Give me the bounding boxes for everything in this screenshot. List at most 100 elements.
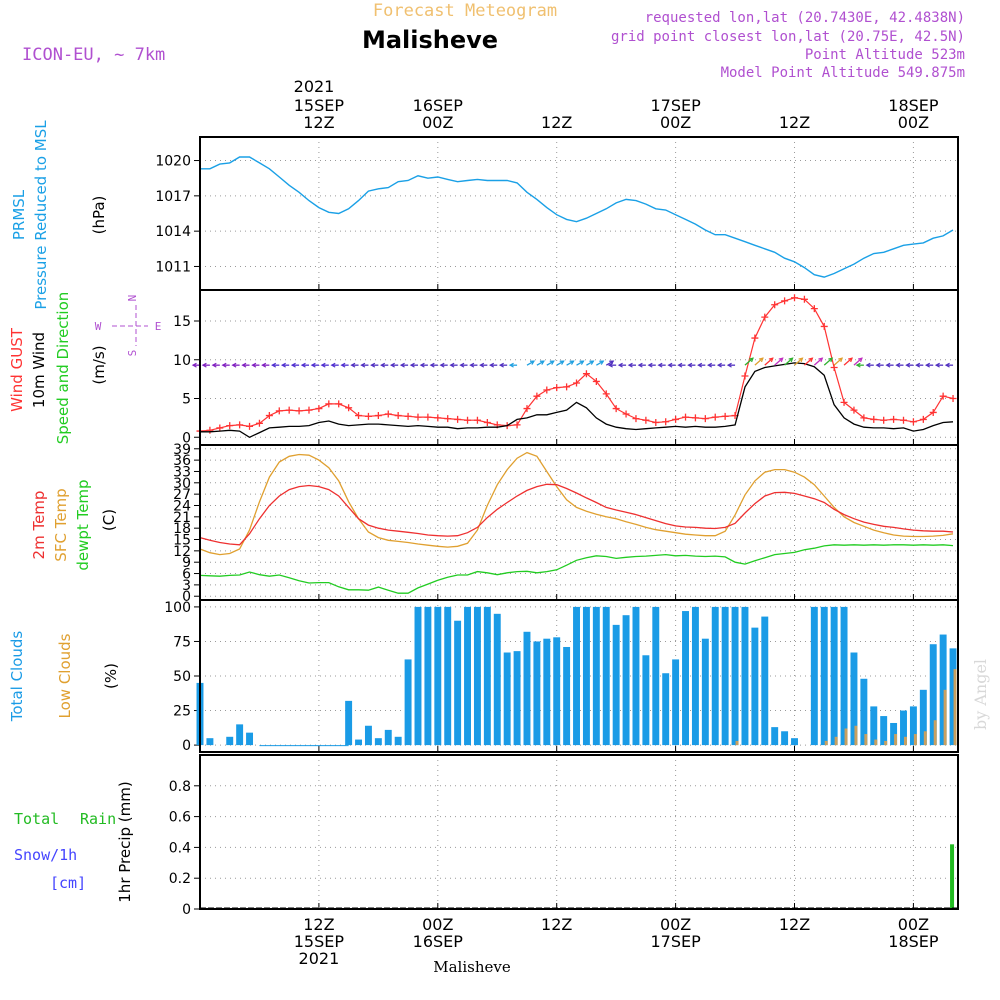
wind-label-unit: (m/s) bbox=[90, 345, 108, 384]
precip-label-cm: [cm] bbox=[50, 874, 86, 892]
total-cloud-bar bbox=[246, 732, 254, 746]
wind-arrow-head bbox=[489, 362, 495, 368]
wind-label-10m: 10m Wind bbox=[30, 332, 48, 408]
total-cloud-bar bbox=[751, 627, 759, 746]
y-tick-label: 0.6 bbox=[169, 810, 191, 826]
wind-arrow-head bbox=[469, 362, 475, 368]
y-tick-label: 27 bbox=[173, 487, 191, 503]
total-cloud-bar bbox=[374, 738, 382, 746]
gridpoint-coords: grid point closest lon,lat (20.75E, 42.5… bbox=[611, 29, 965, 45]
cloud-panel: 0 25 50 75 100 bbox=[164, 599, 959, 754]
wind-arrow-head bbox=[360, 362, 366, 368]
wind-arrow-head bbox=[399, 362, 405, 368]
wind-arrow-head bbox=[934, 362, 940, 368]
wind-arrow-head bbox=[667, 362, 673, 368]
y-tick-label: 15 bbox=[173, 533, 191, 549]
wind-arrow-head bbox=[498, 362, 504, 368]
wind-arrow-head bbox=[788, 357, 794, 363]
total-cloud-bar bbox=[870, 706, 878, 746]
y-tick-label: 6 bbox=[182, 567, 191, 583]
cloud-label-unit: (%) bbox=[102, 663, 120, 689]
total-cloud-bar bbox=[236, 724, 244, 746]
wind-arrow-head bbox=[300, 362, 306, 368]
wind-arrow bbox=[794, 357, 803, 366]
wind-arrow-head bbox=[579, 360, 585, 365]
total-cloud-bar bbox=[414, 606, 422, 746]
wind-arrow-head bbox=[627, 362, 633, 368]
total-cloud-bar bbox=[533, 641, 541, 746]
total-cloud-bar bbox=[771, 727, 779, 746]
total-cloud-bar bbox=[394, 736, 402, 746]
wind-arrow-head bbox=[231, 362, 237, 368]
wind-arrow-head bbox=[290, 362, 296, 368]
y-tick-label: 21 bbox=[173, 510, 191, 526]
total-cloud-bar bbox=[949, 648, 957, 746]
wind-arrow-head bbox=[875, 362, 881, 368]
top-time-label: 00Z bbox=[422, 113, 453, 132]
total-cloud-bar bbox=[731, 606, 739, 746]
y-tick-label: 5 bbox=[182, 392, 191, 408]
total-cloud-bar bbox=[573, 606, 580, 746]
wind-arrow-head bbox=[778, 357, 784, 363]
gust-marker bbox=[909, 418, 917, 426]
wind-arrow-head bbox=[885, 362, 891, 368]
precip-label-total: Total bbox=[14, 810, 59, 828]
bottom-time-label: 12Z bbox=[303, 915, 334, 934]
wind-arrow-head bbox=[529, 360, 536, 365]
wind-arrow-head bbox=[838, 357, 844, 363]
y-tick-label: 100 bbox=[164, 600, 191, 616]
gust-marker bbox=[246, 422, 254, 430]
total-cloud-bar bbox=[810, 606, 818, 746]
gust-marker bbox=[929, 408, 937, 416]
wind-arrow-head bbox=[915, 362, 921, 368]
wind-arrow-head bbox=[637, 362, 643, 368]
gust-marker bbox=[781, 297, 789, 305]
low-cloud-bar bbox=[864, 734, 868, 746]
model-altitude: Model Point Altitude 549.875m bbox=[721, 65, 965, 81]
temp-label-unit: (C) bbox=[100, 509, 118, 531]
total-cloud-bar bbox=[404, 659, 412, 746]
gust-marker bbox=[761, 313, 769, 321]
total-cloud-bar bbox=[493, 613, 501, 746]
bottom-time-label: 00Z bbox=[898, 915, 929, 934]
wind-arrow bbox=[596, 360, 604, 366]
bottom-time-label: 18SEP bbox=[888, 932, 939, 951]
wind-panel: 0 5 10 15 bbox=[173, 289, 959, 446]
gust-marker bbox=[335, 400, 343, 408]
y-tick-label: 24 bbox=[173, 498, 191, 514]
precip-label-rain: Rain bbox=[80, 810, 116, 828]
y-tick-label: 36 bbox=[173, 453, 191, 469]
wind-arrow-head bbox=[828, 357, 834, 363]
location-title: Malisheve bbox=[362, 26, 498, 54]
total-cloud-bar bbox=[711, 606, 719, 746]
pressure-panel: 1011 1014 1017 1020 bbox=[155, 136, 959, 291]
y-tick-label: 15 bbox=[173, 314, 191, 330]
total-cloud-bar bbox=[939, 634, 947, 746]
wind-arrow-head bbox=[241, 362, 247, 368]
gust-marker bbox=[394, 412, 402, 420]
wind-arrow-head bbox=[905, 362, 911, 368]
gust-marker bbox=[791, 294, 799, 302]
total-cloud-bar bbox=[384, 729, 392, 746]
total-cloud-bar bbox=[444, 606, 452, 746]
wind-arrow-head bbox=[569, 360, 575, 365]
wind-arrow-head bbox=[201, 362, 207, 368]
gust-marker bbox=[513, 421, 521, 429]
wind-arrow-head bbox=[657, 362, 663, 368]
total-cloud-bar bbox=[850, 652, 858, 746]
wind-arrow-head bbox=[617, 362, 623, 368]
total-cloud-bar bbox=[454, 620, 462, 746]
wind-arrow bbox=[536, 360, 545, 366]
gust-marker bbox=[236, 421, 244, 429]
gust-marker bbox=[265, 412, 273, 420]
gust-marker bbox=[424, 413, 432, 421]
y-tick-label: 0.2 bbox=[169, 871, 191, 887]
total-cloud-bar bbox=[563, 646, 571, 746]
gust-marker bbox=[800, 295, 808, 303]
total-cloud-bar bbox=[602, 606, 610, 746]
wind-label-speed-dir: Speed and Direction bbox=[54, 292, 72, 445]
wind-arrow bbox=[853, 357, 863, 366]
top-time-label: 00Z bbox=[898, 113, 929, 132]
compass-s: S bbox=[126, 350, 139, 357]
total-cloud-bar bbox=[553, 637, 561, 746]
